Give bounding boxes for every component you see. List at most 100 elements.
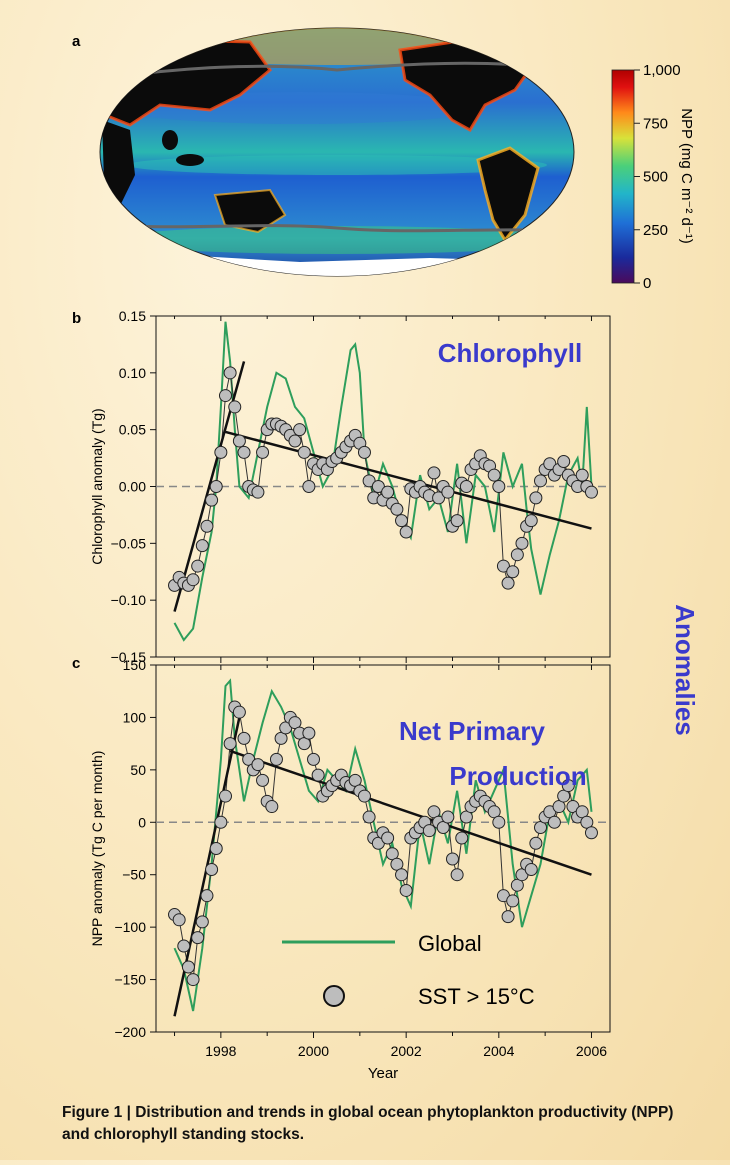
sst-point bbox=[232, 705, 246, 719]
colorbar-tick-label: 750 bbox=[643, 115, 668, 132]
sst-point bbox=[395, 868, 409, 882]
y-tick-label: −0.05 bbox=[111, 535, 147, 551]
sst-point bbox=[200, 889, 214, 903]
y-tick-label: −100 bbox=[114, 919, 146, 935]
sst-point bbox=[223, 366, 237, 380]
colorbar-tick-label: 0 bbox=[643, 275, 651, 292]
trend-line bbox=[225, 430, 592, 530]
sst-point bbox=[269, 752, 283, 766]
npp-overlay-line2: Production bbox=[449, 761, 586, 791]
sst-point bbox=[450, 868, 464, 882]
y-tick-label: −50 bbox=[122, 867, 146, 883]
sst-point bbox=[362, 474, 376, 488]
sst-point bbox=[177, 939, 191, 953]
x-tick-label: 2004 bbox=[483, 1043, 514, 1059]
sst-point bbox=[232, 434, 246, 448]
y-tick-label: 0.00 bbox=[119, 479, 146, 495]
sst-point bbox=[223, 737, 237, 751]
sst-point bbox=[390, 502, 404, 516]
sst-point bbox=[441, 810, 455, 824]
sst-point bbox=[293, 423, 307, 437]
sst-point bbox=[357, 789, 371, 803]
colorbar-tick-label: 250 bbox=[643, 222, 668, 239]
sst-point bbox=[381, 831, 395, 845]
sst-point bbox=[557, 454, 571, 468]
sst-point bbox=[256, 445, 270, 459]
npp-colorbar: 1,000 750 500 250 0 NPP (mg C m⁻² d⁻¹) bbox=[611, 62, 695, 292]
figure-caption: Figure 1 | Distribution and trends in gl… bbox=[62, 1102, 702, 1146]
panel-b-chlorophyll-chart: 0.15 0.10 0.05 0.00 −0.05 −0.10 −0.15 Chlorophy… bbox=[89, 308, 611, 665]
colorbar-label: NPP (mg C m⁻² d⁻¹) bbox=[678, 108, 695, 244]
x-tick-label: 2002 bbox=[391, 1043, 422, 1059]
chlorophyll-overlay-label: Chlorophyll bbox=[438, 338, 582, 368]
sst-point bbox=[362, 810, 376, 824]
sst-point bbox=[445, 852, 459, 866]
anomalies-overlay-label: Anomalies bbox=[670, 604, 700, 736]
sst-point bbox=[455, 831, 469, 845]
sst-point bbox=[584, 485, 598, 499]
panel-a-letter: a bbox=[72, 33, 81, 50]
sst-point bbox=[357, 445, 371, 459]
sst-point bbox=[256, 773, 270, 787]
sst-point bbox=[441, 485, 455, 499]
panel-c-letter: c bbox=[72, 655, 80, 672]
npp-overlay-line1: Net Primary bbox=[399, 716, 545, 746]
sst-point bbox=[186, 573, 200, 587]
sst-point bbox=[195, 539, 209, 553]
sst-point bbox=[399, 525, 413, 539]
legend-sst-marker bbox=[323, 985, 345, 1007]
sst-point bbox=[561, 779, 575, 793]
sst-point bbox=[218, 789, 232, 803]
sst-point bbox=[529, 836, 543, 850]
sst-point bbox=[209, 842, 223, 855]
sst-point bbox=[191, 931, 205, 945]
sst-point bbox=[492, 815, 506, 829]
colorbar-tick-label: 500 bbox=[643, 169, 668, 186]
sst-point bbox=[307, 752, 321, 766]
legend: Global SST > 15°C bbox=[282, 931, 535, 1009]
sst-point bbox=[191, 559, 205, 573]
sst-point bbox=[214, 445, 228, 459]
sst-point bbox=[510, 548, 524, 562]
sst-point bbox=[395, 514, 409, 528]
sst-point bbox=[459, 480, 473, 493]
sst-point bbox=[501, 910, 515, 924]
sst-point bbox=[422, 824, 436, 838]
x-axis-label: Year bbox=[368, 1065, 398, 1082]
sst-point bbox=[487, 468, 501, 482]
sst-point bbox=[205, 493, 219, 507]
y-tick-label: 150 bbox=[123, 657, 147, 673]
y-tick-label: 0.10 bbox=[119, 365, 146, 381]
panel-c-npp-chart: 150 100 50 0 −50 −100 −150 −200 1998 2000 2002 2004… bbox=[89, 657, 611, 1082]
sst-point bbox=[288, 434, 302, 448]
y-tick-label: −150 bbox=[114, 972, 146, 988]
sst-point bbox=[547, 815, 561, 829]
sst-point bbox=[214, 815, 228, 829]
sst-point bbox=[311, 768, 325, 782]
sst-point bbox=[237, 445, 251, 459]
legend-global-label: Global bbox=[418, 931, 482, 956]
legend-sst-label: SST > 15°C bbox=[418, 984, 535, 1009]
sst-point bbox=[506, 565, 520, 579]
sst-point bbox=[575, 468, 589, 482]
y-axis-label: Chlorophyll anomaly (Tg) bbox=[89, 408, 105, 564]
trend-line bbox=[229, 749, 592, 876]
y-tick-label: −0.10 bbox=[111, 592, 147, 608]
sst-point bbox=[209, 480, 223, 493]
y-tick-label: 100 bbox=[123, 709, 147, 725]
sst-point bbox=[450, 514, 464, 528]
sst-point bbox=[529, 491, 543, 505]
sst-point bbox=[492, 480, 506, 493]
sst-point bbox=[297, 445, 311, 459]
y-tick-label: 0.15 bbox=[119, 308, 146, 324]
x-tick-label: 2000 bbox=[298, 1043, 329, 1059]
global-series-line bbox=[173, 321, 593, 642]
sst-point bbox=[371, 480, 385, 493]
sst-point bbox=[302, 726, 316, 740]
sst-point bbox=[218, 389, 232, 403]
y-tick-label: −0.15 bbox=[111, 649, 147, 665]
sst-point bbox=[172, 913, 186, 927]
sst-point bbox=[524, 862, 538, 876]
